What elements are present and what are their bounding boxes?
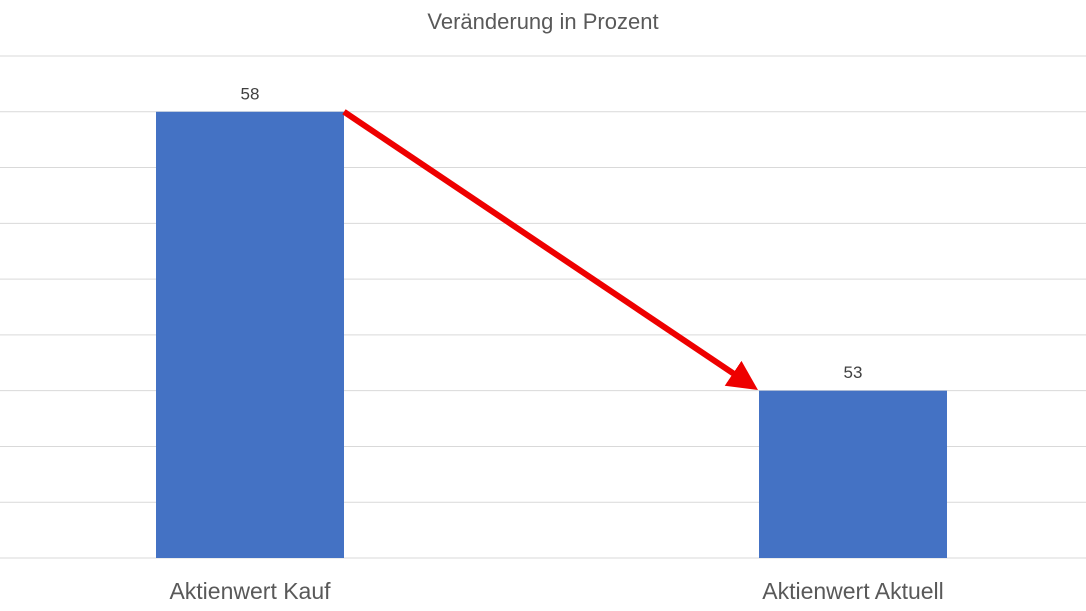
bar bbox=[759, 390, 947, 558]
x-tick-label: Aktienwert Aktuell bbox=[762, 578, 944, 604]
data-label: 58 bbox=[241, 84, 260, 103]
bar bbox=[156, 111, 344, 559]
x-tick-label: Aktienwert Kauf bbox=[169, 578, 331, 604]
arrow bbox=[342, 109, 758, 391]
data-label: 53 bbox=[844, 363, 863, 382]
chart-title: Veränderung in Prozent bbox=[427, 9, 658, 34]
